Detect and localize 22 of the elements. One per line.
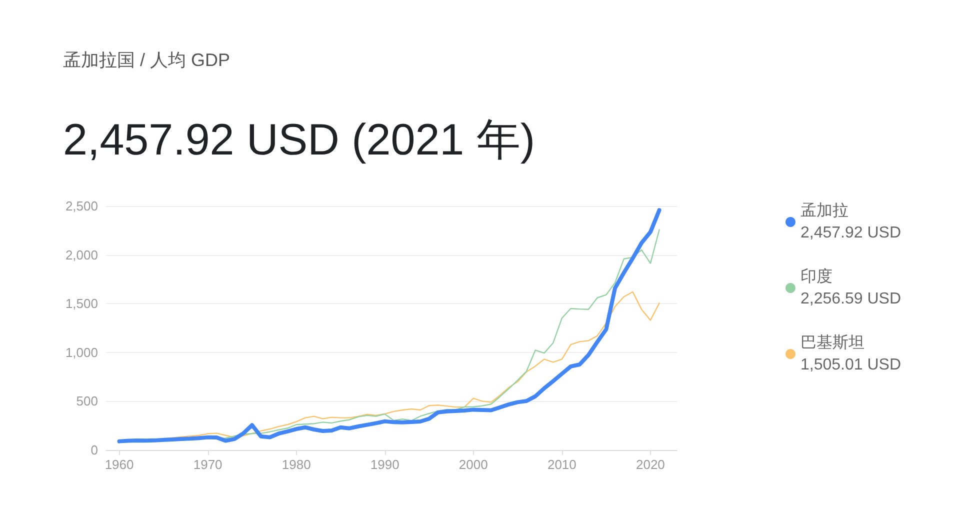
x-tick-label: 1990 xyxy=(370,457,400,472)
y-tick-label: 0 xyxy=(90,442,98,458)
x-tick-label: 1970 xyxy=(193,457,222,472)
y-tick-label: 500 xyxy=(76,394,98,409)
y-tick-label: 1,500 xyxy=(65,296,98,312)
chart-title: 2,457.92 USD (2021 年) xyxy=(63,116,536,164)
y-tick-label: 1,000 xyxy=(65,344,98,360)
text: 2,256.59 USD xyxy=(800,290,902,308)
line-series xyxy=(117,208,662,444)
x-tick-label: 2020 xyxy=(636,457,665,472)
legend-label: 印度 xyxy=(800,268,832,286)
chart-subtitle: 孟加拉国 / 人均 GDP xyxy=(63,50,230,70)
x-tick-label: 2000 xyxy=(458,457,488,472)
legend-label: 孟加拉 xyxy=(800,202,848,220)
x-tick-label: 1960 xyxy=(104,457,134,472)
text: 1,505.01 USD xyxy=(800,356,902,374)
y-tick-label: 2,500 xyxy=(65,198,98,214)
x-tick-label: 1980 xyxy=(282,457,311,472)
x-tick-label: 2010 xyxy=(547,457,576,472)
legend-label: 巴基斯坦 xyxy=(800,334,864,352)
y-tick-label: 2,000 xyxy=(65,247,98,262)
text: 2,457.92 USD xyxy=(800,224,902,242)
